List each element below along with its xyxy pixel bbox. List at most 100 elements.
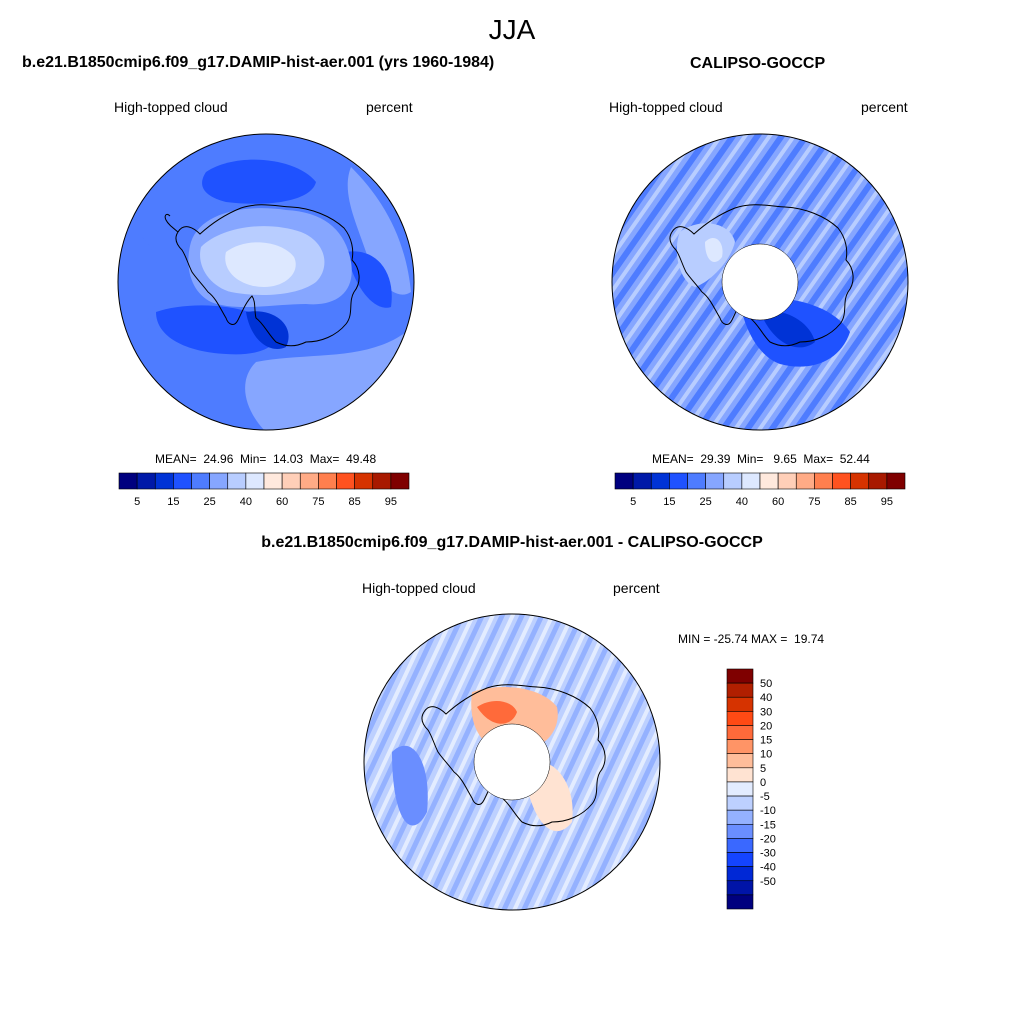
field-darker-south bbox=[760, 311, 815, 348]
colorbar-box bbox=[726, 838, 754, 853]
diff-map bbox=[363, 613, 661, 911]
panel1-title: b.e21.B1850cmip6.f09_g17.DAMIP-hist-aer.… bbox=[22, 54, 495, 71]
colorbar-box bbox=[868, 472, 888, 490]
colorbar-tick-label: -10 bbox=[760, 805, 776, 817]
colorbar-box bbox=[726, 696, 754, 712]
colorbar-tick-label: 30 bbox=[760, 706, 772, 718]
colorbar-box bbox=[227, 472, 247, 490]
colorbar-box bbox=[726, 725, 754, 740]
colorbar-boxes bbox=[118, 472, 410, 490]
colorbar-tick-label: 85 bbox=[845, 496, 857, 508]
colorbar-box bbox=[632, 472, 652, 490]
panel1-units: percent bbox=[366, 99, 413, 115]
colorbar-tick-label: -50 bbox=[760, 876, 776, 888]
colorbar-box bbox=[372, 472, 392, 490]
colorbar-box bbox=[726, 682, 754, 698]
colorbar-box bbox=[687, 472, 706, 490]
colorbar-ticks: 5 15 25 40 60 75 85 95 bbox=[134, 496, 397, 508]
colorbar-box bbox=[723, 472, 743, 490]
colorbar-tick-label: -30 bbox=[760, 848, 776, 860]
panel1-colorbar: 5 15 25 40 60 75 85 95 bbox=[118, 472, 410, 508]
panel2-colorbar: 5 15 25 40 60 75 85 95 bbox=[614, 472, 906, 508]
colorbar-tick-label: 15 bbox=[760, 735, 772, 747]
colorbar-box bbox=[191, 472, 210, 490]
colorbar-tick-label: 85 bbox=[349, 496, 361, 508]
colorbar-tick-label: 95 bbox=[881, 496, 893, 508]
colorbar-box bbox=[669, 472, 688, 490]
colorbar-box bbox=[390, 472, 410, 490]
colorbar-box bbox=[650, 472, 670, 490]
panel1-stats: MEAN= 24.96 Min= 14.03 Max= 49.48 bbox=[155, 452, 377, 466]
colorbar-boxes bbox=[726, 668, 754, 910]
colorbar-box bbox=[726, 866, 754, 882]
colorbar-tick-label: 5 bbox=[134, 496, 140, 508]
panel2-map bbox=[611, 133, 909, 431]
polar-gap bbox=[721, 243, 799, 321]
season-title: JJA bbox=[488, 14, 536, 45]
field-mid-blue-west bbox=[392, 745, 428, 826]
colorbar-tick-label: 15 bbox=[167, 496, 179, 508]
antarctica-coastline bbox=[175, 204, 360, 347]
field-orange-center bbox=[477, 700, 517, 724]
field-darker-center bbox=[246, 311, 289, 349]
colorbar-box bbox=[777, 472, 797, 490]
colorbar-box bbox=[263, 472, 283, 490]
colorbar-tick-label: 40 bbox=[736, 496, 748, 508]
colorbar-tick-label: 95 bbox=[385, 496, 397, 508]
colorbar-box bbox=[726, 880, 754, 896]
colorbar-tick-label: 60 bbox=[276, 496, 288, 508]
field-ice-faint bbox=[225, 242, 296, 287]
diff-title: b.e21.B1850cmip6.f09_g17.DAMIP-hist-aer.… bbox=[261, 534, 763, 551]
colorbar-box bbox=[726, 894, 754, 910]
colorbar-box bbox=[118, 472, 138, 490]
colorbar-box bbox=[245, 472, 265, 490]
panel1-map bbox=[117, 133, 415, 431]
panel2-variable: High-topped cloud bbox=[609, 99, 723, 115]
colorbar-box bbox=[726, 781, 754, 797]
field-west bbox=[118, 230, 159, 336]
colorbar-tick-label: -15 bbox=[760, 819, 776, 831]
colorbar-tick-label: -20 bbox=[760, 833, 776, 845]
colorbar-tick-label: 50 bbox=[760, 678, 772, 690]
colorbar-box bbox=[741, 472, 761, 490]
colorbar-box bbox=[726, 668, 754, 684]
colorbar-box bbox=[726, 711, 754, 726]
colorbar-box bbox=[173, 472, 192, 490]
colorbar-box bbox=[354, 472, 374, 490]
colorbar-box bbox=[726, 739, 754, 755]
colorbar-box bbox=[726, 823, 754, 839]
colorbar-tick-label: 25 bbox=[204, 496, 216, 508]
colorbar-box bbox=[886, 472, 906, 490]
colorbar-tick-label: -5 bbox=[760, 791, 770, 803]
colorbar-box bbox=[336, 472, 355, 490]
diff-units: percent bbox=[613, 580, 660, 596]
map-border bbox=[363, 613, 661, 911]
colorbar-box bbox=[299, 472, 319, 490]
field-pale-west bbox=[676, 223, 735, 287]
field-dark-east bbox=[346, 251, 392, 308]
colorbar-box bbox=[832, 472, 851, 490]
colorbar-box bbox=[614, 472, 634, 490]
colorbar-tick-label: -40 bbox=[760, 862, 776, 874]
panel2-stats: MEAN= 29.39 Min= 9.65 Max= 52.44 bbox=[652, 452, 870, 466]
colorbar-box bbox=[726, 753, 754, 769]
colorbar-tick-label: 75 bbox=[312, 496, 324, 508]
antarctica-coastline bbox=[421, 684, 606, 827]
field-faint-west bbox=[705, 237, 723, 262]
panel2-title: CALIPSO-GOCCP bbox=[690, 55, 826, 72]
colorbar-box bbox=[726, 809, 754, 825]
colorbar-box bbox=[318, 472, 337, 490]
diff-minmax: MIN = -25.74 MAX = 19.74 bbox=[678, 632, 825, 646]
field-light-east bbox=[347, 167, 411, 295]
colorbar-box bbox=[814, 472, 833, 490]
colorbar-tick-label: 5 bbox=[630, 496, 636, 508]
panel1-variable: High-topped cloud bbox=[114, 99, 228, 115]
colorbar-tick-label: 40 bbox=[760, 692, 772, 704]
colorbar-tick-label: 40 bbox=[240, 496, 252, 508]
polar-gap bbox=[473, 723, 551, 801]
map-border bbox=[117, 133, 415, 431]
colorbar-boxes bbox=[614, 472, 906, 490]
colorbar-tick-label: 5 bbox=[760, 763, 766, 775]
